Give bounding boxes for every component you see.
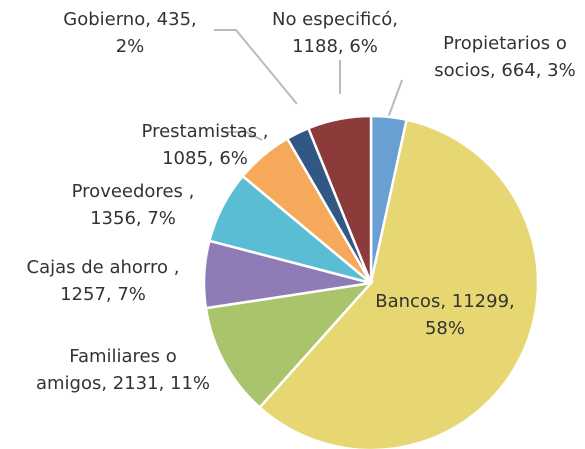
data-label: Bancos, 11299, 58%: [375, 291, 515, 339]
leader-line: [214, 29, 298, 105]
data-label: Prestamistas , 1085, 6%: [142, 121, 269, 169]
data-label: No especificó, 1188, 6%: [272, 9, 398, 57]
data-label: Proveedores , 1356, 7%: [72, 181, 195, 229]
slices: [202, 114, 540, 449]
data-label: Familiares o amigos, 2131, 11%: [36, 346, 210, 394]
leader-line: [226, 131, 263, 141]
pie-slice: [306, 114, 373, 284]
data-label: Cajas de ahorro , 1257, 7%: [27, 257, 180, 305]
leader-line: [387, 79, 403, 119]
data-label: Propietarios o socios, 664, 3%: [434, 33, 575, 81]
pie-slice: [257, 118, 540, 449]
data-label: Gobierno, 435, 2%: [63, 9, 197, 57]
pie-slice: [204, 281, 375, 410]
leaders: [214, 29, 403, 141]
